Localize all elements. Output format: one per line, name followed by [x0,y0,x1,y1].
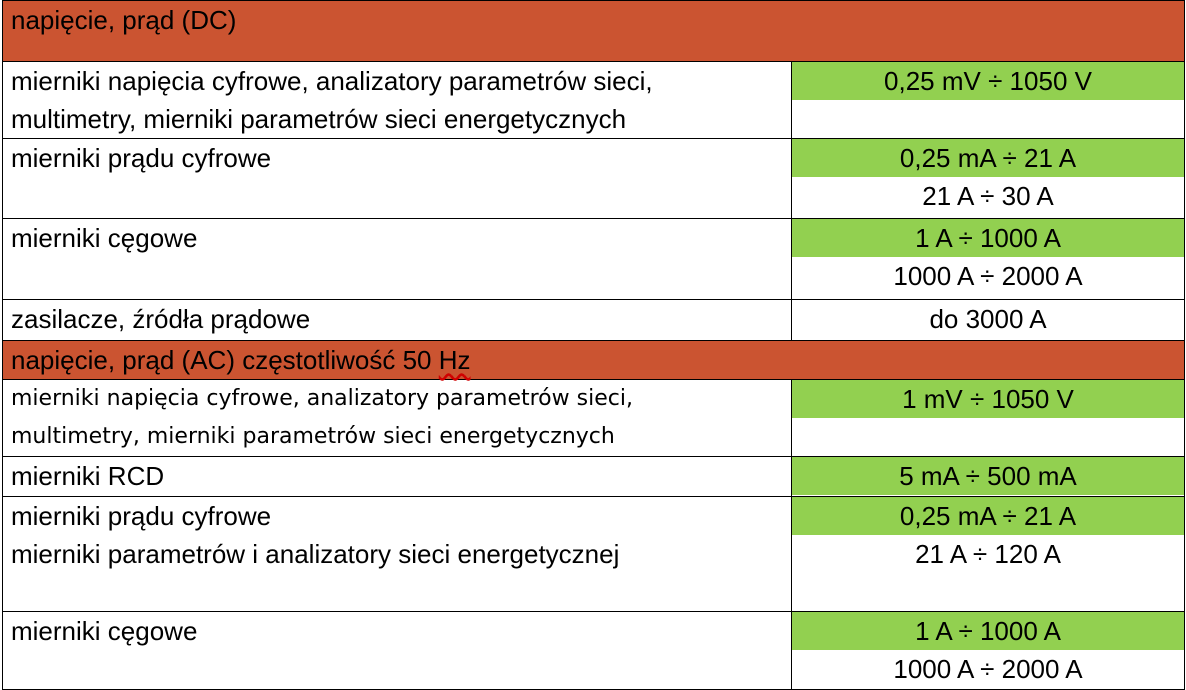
range-value [792,100,1184,138]
table-row: mierniki prądu cyfrowe 0,25 mA ÷ 21 A 21… [2,138,1185,219]
section-title-ac-text: napięcie, prąd (AC) częstotliwość 50 [11,345,439,375]
row-ranges: 5 mA ÷ 500 mA [791,456,1185,497]
range-value-highlighted: 0,25 mV ÷ 1050 V [792,62,1184,100]
table-row: mierniki napięcia cyfrowe, analizatory p… [2,61,1185,139]
section-header-dc: napięcie, prąd (DC) [2,0,1185,62]
description-line: mierniki RCD [11,461,165,491]
table-row: mierniki cęgowe 1 A ÷ 1000 A 1000 A ÷ 20… [2,218,1185,300]
row-description: mierniki napięcia cyfrowe, analizatory p… [2,61,792,139]
description-line: multimetry, mierniki parametrów sieci en… [11,104,627,134]
table-row: mierniki napięcia cyfrowe, analizatory p… [2,379,1185,457]
range-value: do 3000 A [929,304,1047,334]
description-line: mierniki cęgowe [11,616,198,646]
row-description: mierniki napięcia cyfrowe, analizatory p… [2,379,792,457]
range-value-highlighted: 5 mA ÷ 500 mA [792,457,1184,495]
row-ranges: 1 A ÷ 1000 A 1000 A ÷ 2000 A [791,218,1185,300]
table-row: mierniki cęgowe 1 A ÷ 1000 A 1000 A ÷ 20… [2,611,1185,690]
range-value-highlighted: 1 A ÷ 1000 A [792,612,1184,650]
range-value: 21 A ÷ 30 A [922,181,1054,211]
row-ranges: 0,25 mA ÷ 21 A 21 A ÷ 30 A [791,138,1185,219]
section-title-ac: napięcie, prąd (AC) częstotliwość 50 Hz [2,340,1185,380]
description-line: mierniki cęgowe [11,223,198,253]
row-description: mierniki prądu cyfrowe mierniki parametr… [2,496,792,612]
description-line: mierniki napięcia cyfrowe, analizatory p… [11,66,653,96]
description-line: mierniki napięcia cyfrowe, analizatory p… [11,386,633,411]
description-line: mierniki parametrów i analizatory sieci … [11,539,620,569]
row-ranges: 1 mV ÷ 1050 V [791,379,1185,457]
row-ranges: 0,25 mA ÷ 21 A 21 A ÷ 120 A [791,496,1185,612]
table-row: mierniki prądu cyfrowe mierniki parametr… [2,496,1185,612]
table-row: mierniki RCD 5 mA ÷ 500 mA [2,456,1185,497]
description-line: multimetry, mierniki parametrów sieci en… [11,424,615,449]
description-line: mierniki prądu cyfrowe [11,501,272,531]
description-line: mierniki prądu cyfrowe [11,143,272,173]
row-description: mierniki prądu cyfrowe [2,138,792,219]
range-value-highlighted: 0,25 mA ÷ 21 A [792,139,1184,177]
row-description: mierniki cęgowe [2,611,792,690]
range-value-highlighted: 0,25 mA ÷ 21 A [792,497,1184,535]
section-title-ac-unit: Hz [438,345,471,375]
row-ranges: do 3000 A [791,299,1185,341]
section-title-dc: napięcie, prąd (DC) [2,0,1185,62]
row-description: mierniki cęgowe [2,218,792,300]
range-value-highlighted: 1 mV ÷ 1050 V [792,380,1184,418]
range-value: 1000 A ÷ 2000 A [893,654,1083,684]
row-ranges: 1 A ÷ 1000 A 1000 A ÷ 2000 A [791,611,1185,690]
range-value-highlighted: 1 A ÷ 1000 A [792,219,1184,257]
range-value: 1000 A ÷ 2000 A [893,261,1083,291]
section-header-ac: napięcie, prąd (AC) częstotliwość 50 Hz [2,340,1185,380]
row-description: zasilacze, źródła prądowe [2,299,792,341]
range-value [792,418,1184,456]
row-description: mierniki RCD [2,456,792,497]
description-line: zasilacze, źródła prądowe [11,304,311,334]
range-value: 21 A ÷ 120 A [915,539,1061,569]
row-ranges: 0,25 mV ÷ 1050 V [791,61,1185,139]
table-row: zasilacze, źródła prądowe do 3000 A [2,299,1185,341]
